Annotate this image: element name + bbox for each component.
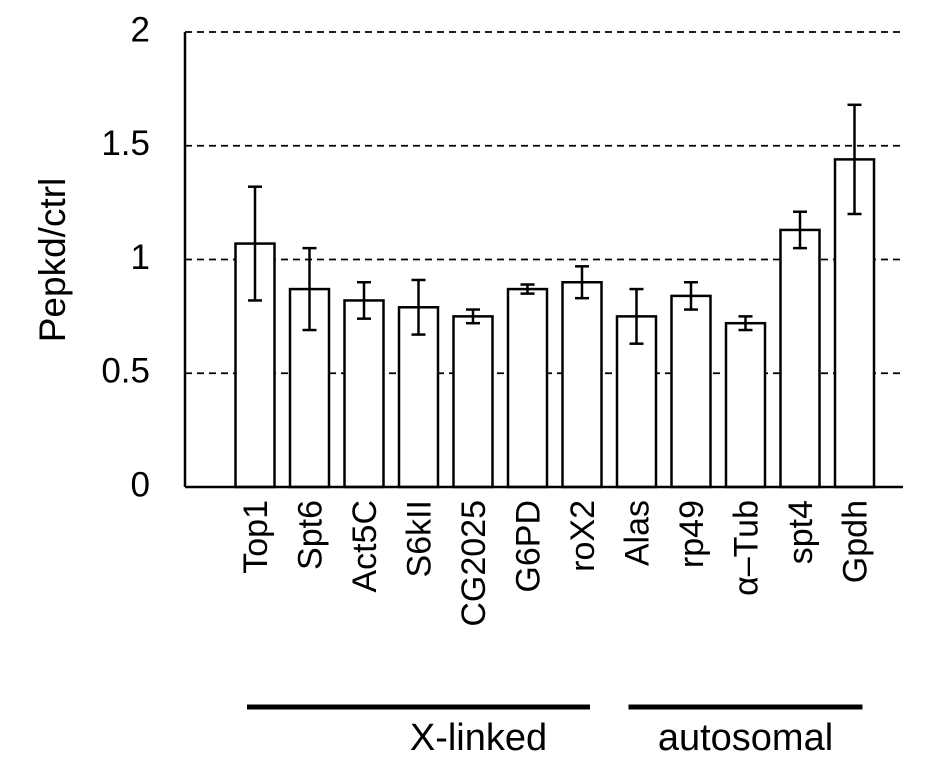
bar <box>452 315 494 489</box>
x-category-label: Spt6 <box>292 500 330 570</box>
bar <box>506 287 549 489</box>
group-label: X-linked <box>410 717 547 759</box>
x-category-label: rp49 <box>673 500 711 568</box>
bar <box>724 321 767 489</box>
y-tick-label: 1 <box>131 238 150 277</box>
group-brackets: X-linked autosomal <box>247 704 863 759</box>
x-category-label: Alas <box>619 500 657 566</box>
x-category-label: CG2025 <box>455 500 493 627</box>
bar <box>343 299 385 489</box>
x-category-label: Gpdh <box>837 500 875 583</box>
y-tick-label: 0.5 <box>101 352 150 391</box>
x-category-label: S6kII <box>401 500 439 577</box>
x-category-label: Top1 <box>237 500 275 574</box>
bar <box>561 281 603 489</box>
y-tick-labels: 0 0.5 1 1.5 2 <box>101 10 150 504</box>
x-category-label: spt4 <box>782 500 820 564</box>
bar <box>779 228 821 489</box>
y-tick-label: 2 <box>131 10 150 49</box>
bar <box>670 294 712 489</box>
y-tick-label: 1.5 <box>101 124 150 163</box>
x-category-label: roX2 <box>564 500 602 572</box>
x-category-label: Act5C <box>346 500 384 593</box>
category-labels: Top1 Spt6 Act5C S6kII CG2025 G6PD roX2 Alas rp49… <box>237 500 875 627</box>
y-axis-title: Pepkd/ctrl <box>32 178 73 343</box>
x-category-label: α–Tub <box>728 500 766 596</box>
bars <box>234 103 876 489</box>
axes <box>183 32 903 489</box>
x-category-label: G6PD <box>510 500 548 593</box>
y-tick-label: 0 <box>131 465 150 504</box>
group-label: autosomal <box>658 717 833 759</box>
